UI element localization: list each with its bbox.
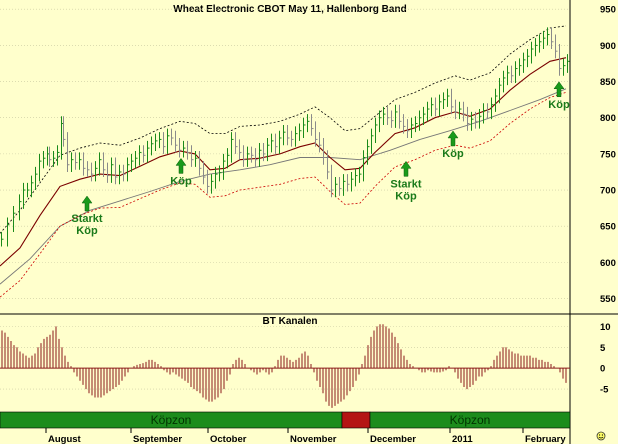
oscillator-y-tick: 0 [600,364,605,375]
price-y-tick: 550 [600,294,616,305]
lower-band-line [0,92,567,298]
up-arrow-icon [175,158,187,174]
smiley-icon [596,431,606,441]
price-y-tick: 650 [600,222,616,233]
x-axis-label: September [133,434,182,444]
buy-annotation: Köp [548,81,570,111]
oscillator-y-tick: 5 [600,343,606,354]
zone-strip: Köpzon Köpzon [0,411,571,429]
price-gridlines [0,0,571,444]
price-y-tick: 600 [600,258,616,269]
x-axis-month-labels: August September October November December 20… [45,428,566,444]
price-bars [1,27,570,247]
annotation-label: Köp [442,148,464,160]
x-axis-label: December [370,434,416,444]
annotation-label: Köp [548,99,570,111]
price-y-tick: 950 [600,5,616,16]
annotation-label: Köp [170,175,192,187]
up-arrow-icon [553,81,565,98]
x-axis-label: October [210,434,247,444]
price-y-tick: 850 [600,77,616,88]
annotation-label: Starkt [71,213,103,225]
x-axis-label: 2011 [452,434,473,444]
x-axis-label: February [525,434,566,444]
price-y-tick: 700 [600,186,616,197]
price-y-tick: 800 [600,113,616,124]
annotation-label-2: Köp [76,225,98,237]
up-arrow-icon [400,160,412,177]
price-y-tick-labels: 550 600 650 700 750 800 850 900 950 [600,5,616,305]
buy-annotation: Köp [442,130,464,160]
oscillator-y-tick: -5 [600,385,609,396]
buy-annotation: Köp [170,158,192,187]
zone-segment-sell [341,411,371,429]
oscillator-y-tick-labels: 10 5 0 -5 [600,322,611,396]
oscillator-y-tick: 10 [600,322,611,333]
price-y-tick: 750 [600,149,616,160]
upper-band-line [0,25,567,234]
zone-label: Köpzon [151,413,192,427]
annotation-label-2: Köp [395,190,417,202]
x-axis-label: August [48,434,82,444]
bt-kanalen-panel: BT Kanalen 10 5 0 -5 [0,316,611,408]
annotation-label: Starkt [390,178,422,190]
price-chart-title: Wheat Electronic CBOT May 11, Hallenborg… [173,4,406,15]
x-axis-label: November [290,434,337,444]
zone-segment-buy [369,411,571,429]
price-y-tick: 900 [600,41,616,52]
up-arrow-icon [81,195,93,212]
zone-label: Köpzon [450,413,491,427]
up-arrow-icon [447,130,459,147]
bt-kanalen-title: BT Kanalen [262,316,317,327]
oscillator-bars [1,324,567,408]
